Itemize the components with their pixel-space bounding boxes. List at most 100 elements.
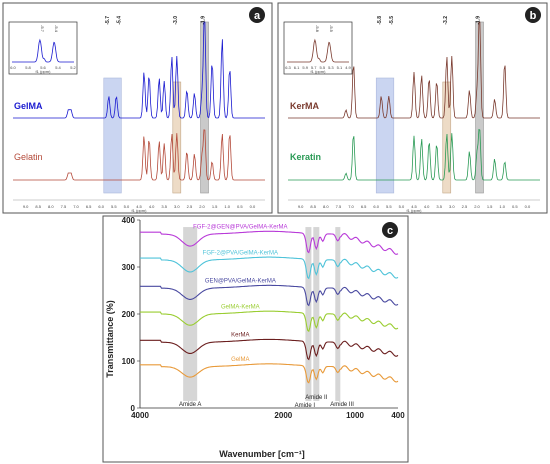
panel-a-letter: a [254, 10, 261, 22]
inset-tick-label: 5.2 [70, 65, 76, 70]
amide-a-label: Amide A [179, 402, 201, 408]
panel-c-x-axis-label: Wavenumber [cm⁻¹] [219, 449, 304, 459]
x-tick-label: 4.5 [411, 204, 417, 209]
inset-peak-label: -5.7 [40, 25, 45, 33]
ftir-spectrum [140, 363, 399, 384]
inset-tick-label: 5.1 [337, 65, 343, 70]
x-tick-label: 400 [391, 411, 405, 420]
spectrum-gelatin [13, 129, 265, 181]
ftir-series-label: GelMA [231, 357, 249, 363]
x-tick-label: 6.5 [361, 204, 367, 209]
peak-label: -3.0 [173, 16, 179, 25]
ftir-series-label: KerMA [231, 333, 249, 339]
panel-b-series-label-kerma: KerMA [290, 101, 320, 111]
x-tick-label: 8.0 [48, 204, 54, 209]
x-tick-label: 8.0 [323, 204, 329, 209]
x-tick-label: 9.0 [298, 204, 304, 209]
x-tick-label: 7.0 [348, 204, 354, 209]
amide-ii-label: Amide II [305, 395, 327, 401]
y-tick-label: 0 [131, 404, 136, 413]
x-tick-label: 6.0 [98, 204, 104, 209]
x-tick-label: 6.5 [86, 204, 92, 209]
y-tick-label: 100 [122, 357, 136, 366]
peak-label: -5.5 [389, 16, 395, 25]
ftir-series-label: FGF-2@GEN@PVA/GelMA-KerMA [193, 224, 287, 230]
amide-iii-label: Amide III [330, 402, 354, 408]
x-axis-label: f1 (ppm) [132, 208, 148, 213]
inset-tick-label: 6.0 [10, 65, 16, 70]
panel-a-series-label-gelatin: Gelatin [14, 152, 43, 162]
highlight-band-methyl [475, 21, 484, 194]
panel-c-letter: c [387, 225, 393, 237]
x-tick-label: 2.0 [199, 204, 205, 209]
x-tick-label: 5.0 [124, 204, 130, 209]
x-tick-label: 7.5 [336, 204, 342, 209]
highlight-band-vinyl [103, 77, 122, 194]
inset-peak-label: -5.4 [54, 25, 59, 33]
x-tick-label: 7.5 [61, 204, 67, 209]
x-tick-label: 0.5 [512, 204, 518, 209]
x-tick-label: 2000 [274, 411, 292, 420]
inset-spectrum [287, 38, 349, 63]
x-tick-label: 9.0 [23, 204, 29, 209]
inset-tick-label: 5.3 [328, 65, 334, 70]
x-axis-label: f1 (ppm) [407, 208, 423, 213]
inset-frame [283, 21, 353, 75]
highlight-band-methyl [200, 21, 209, 194]
x-tick-label: 5.5 [111, 204, 117, 209]
inset-peak-label: -5.8 [315, 25, 320, 33]
panel-b: 9.0 8.5 8.0 7.5 7.0 6.5 6.0 5.5 5.0 4.5 4.0 3.5 3.0 2… [283, 16, 540, 213]
x-tick-label: 1.5 [212, 204, 218, 209]
x-tick-label: 1000 [346, 411, 364, 420]
x-tick-label: 5.0 [399, 204, 405, 209]
inset-tick-label: 5.4 [55, 65, 61, 70]
panel-a-series-label-gelma: GelMA [14, 101, 43, 111]
peak-label: -5.7 [105, 16, 111, 25]
x-tick-label: 0.0 [525, 204, 531, 209]
x-tick-label: 8.5 [310, 204, 316, 209]
y-tick-label: 300 [122, 263, 136, 272]
x-tick-label: 1.0 [224, 204, 230, 209]
ftir-spectrum [140, 256, 399, 280]
peak-label: -1.9 [201, 16, 207, 25]
ftir-spectrum [140, 284, 399, 307]
inset-tick-label: 4.9 [345, 65, 351, 70]
inset-tick-label: 5.9 [302, 65, 308, 70]
inset-axis-label: f1 (ppm) [36, 69, 52, 74]
highlight-band-vinyl [375, 77, 395, 194]
ftir-series-label: GEN@PVA/GelMA-KerMA [205, 279, 276, 285]
x-tick-label: 5.5 [386, 204, 392, 209]
x-tick-label: 4.0 [149, 204, 155, 209]
x-tick-label: 7.0 [73, 204, 79, 209]
y-tick-label: 400 [122, 216, 136, 225]
x-tick-label: 1.0 [499, 204, 505, 209]
inset-frame [8, 21, 78, 75]
inset-tick-label: 6.1 [294, 65, 300, 70]
amide-band [313, 227, 320, 401]
panel-c: 0 100 200 300 400 4000 2000 1000 400 FGF-2@GEN@PV… [122, 216, 406, 420]
x-tick-label: 3.5 [436, 204, 442, 209]
amide-band [335, 227, 341, 401]
inset-tick-label: 5.7 [311, 65, 317, 70]
spectrum-kerma [288, 21, 540, 119]
inset-tick-label: 6.3 [285, 65, 291, 70]
ftir-spectrum [140, 310, 399, 333]
x-tick-label: 4.0 [424, 204, 430, 209]
x-tick-label: 0.0 [250, 204, 256, 209]
inset-peak-label: -5.5 [329, 25, 334, 33]
x-tick-label: 1.5 [487, 204, 493, 209]
x-tick-label: 8.5 [35, 204, 41, 209]
panel-c-letter-badge [382, 222, 398, 238]
peak-label: -5.8 [377, 16, 383, 25]
inset-tick-label: 5.5 [320, 65, 326, 70]
panel-c-y-axis-label: Transmittance (%) [105, 300, 115, 378]
x-tick-label: 2.5 [187, 204, 193, 209]
x-tick-label: 3.0 [449, 204, 455, 209]
inset-tick-label: 5.6 [40, 65, 46, 70]
spectrum-keratin [288, 128, 540, 181]
inset-spectrum [12, 38, 74, 63]
ftir-series-label: FGF-2@PVA/GelMA-KerMA [203, 250, 278, 256]
ftir-series-label: GelMA-KerMA [221, 304, 260, 310]
y-tick-label: 200 [122, 310, 136, 319]
